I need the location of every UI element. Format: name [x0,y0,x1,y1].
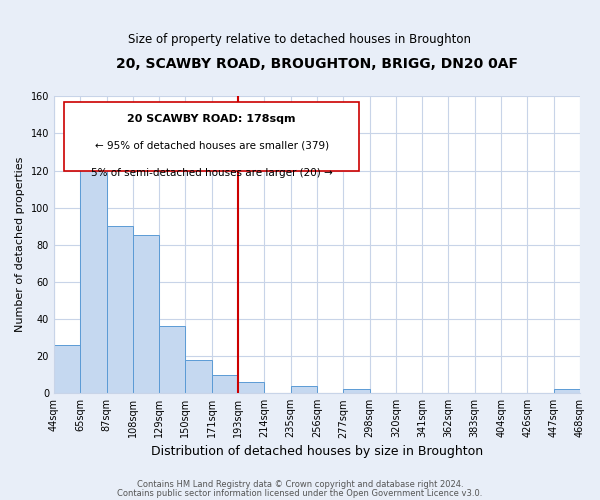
Text: Contains public sector information licensed under the Open Government Licence v3: Contains public sector information licen… [118,488,482,498]
Bar [212,374,238,393]
Text: ← 95% of detached houses are smaller (379): ← 95% of detached houses are smaller (37… [95,141,329,151]
Bar [290,386,317,393]
FancyBboxPatch shape [64,102,359,170]
Bar [343,390,370,393]
Y-axis label: Number of detached properties: Number of detached properties [15,157,25,332]
Bar [107,226,133,393]
Bar [159,326,185,393]
Text: Contains HM Land Registry data © Crown copyright and database right 2024.: Contains HM Land Registry data © Crown c… [137,480,463,489]
Bar [54,345,80,393]
Bar [238,382,265,393]
Text: 20 SCAWBY ROAD: 178sqm: 20 SCAWBY ROAD: 178sqm [127,114,296,124]
X-axis label: Distribution of detached houses by size in Broughton: Distribution of detached houses by size … [151,444,483,458]
Bar [80,167,107,393]
Bar [133,236,159,393]
Title: 20, SCAWBY ROAD, BROUGHTON, BRIGG, DN20 0AF: 20, SCAWBY ROAD, BROUGHTON, BRIGG, DN20 … [116,58,518,71]
Text: Size of property relative to detached houses in Broughton: Size of property relative to detached ho… [128,32,472,46]
Bar [554,390,580,393]
Text: 5% of semi-detached houses are larger (20) →: 5% of semi-detached houses are larger (2… [91,168,332,177]
Bar [185,360,212,393]
